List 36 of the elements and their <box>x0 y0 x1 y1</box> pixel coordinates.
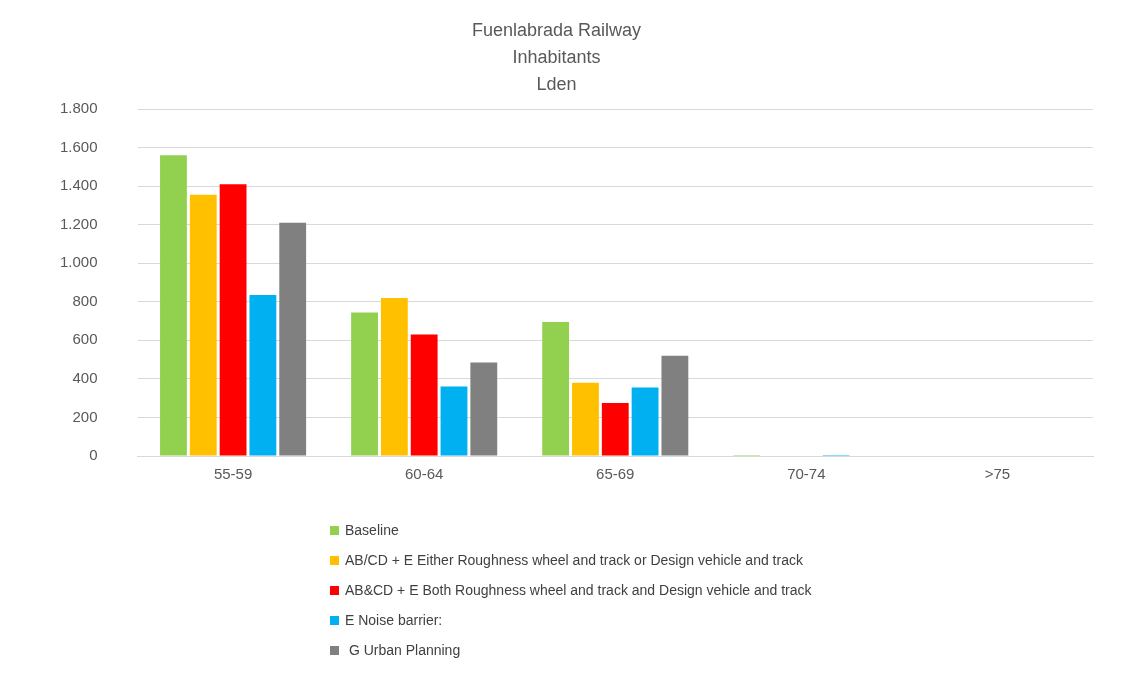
bar <box>279 222 307 456</box>
x-tick-label: 65-69 <box>596 465 635 483</box>
bar <box>661 355 689 456</box>
y-tick-label: 600 <box>72 330 98 348</box>
bar <box>351 312 378 456</box>
x-tick-label: 70-74 <box>787 465 826 483</box>
bar <box>572 382 599 456</box>
y-tick-label: 0 <box>89 446 98 464</box>
bar <box>542 322 570 456</box>
x-tick-label: >75 <box>984 465 1011 483</box>
y-tick-label: 200 <box>72 407 98 425</box>
bar <box>249 295 277 456</box>
legend-label: AB/CD + E Either Roughness wheel and track or Design vehicle and track <box>345 552 803 568</box>
bar <box>410 334 438 456</box>
y-tick-label: 1.200 <box>59 214 98 232</box>
y-tick-label: 1.000 <box>59 253 98 271</box>
chart-title: Fuenlabrada Railway Inhabitants Lden <box>471 20 642 95</box>
y-tick-label: 400 <box>72 369 98 387</box>
bar <box>470 362 498 456</box>
y-tick-label: 800 <box>72 291 98 309</box>
bar <box>160 155 187 456</box>
bar <box>631 387 659 456</box>
legend-label: E Noise barrier: <box>345 612 443 628</box>
y-tick-label: 1.400 <box>59 176 98 194</box>
legend-label: G Urban Planning <box>347 642 461 658</box>
bar <box>440 386 468 456</box>
bar <box>380 297 408 456</box>
y-tick-label: 1.800 <box>59 99 98 117</box>
bar <box>219 184 247 456</box>
legend-label: AB&CD + E Both Roughness wheel and track and Design vehicle and track <box>345 582 812 598</box>
legend-label: Baseline <box>345 522 399 538</box>
bar <box>189 194 217 456</box>
bar <box>601 402 629 456</box>
x-tick-label: 60-64 <box>404 465 444 483</box>
y-tick-label: 1.600 <box>59 137 98 155</box>
x-tick-label: 55-59 <box>213 465 253 483</box>
